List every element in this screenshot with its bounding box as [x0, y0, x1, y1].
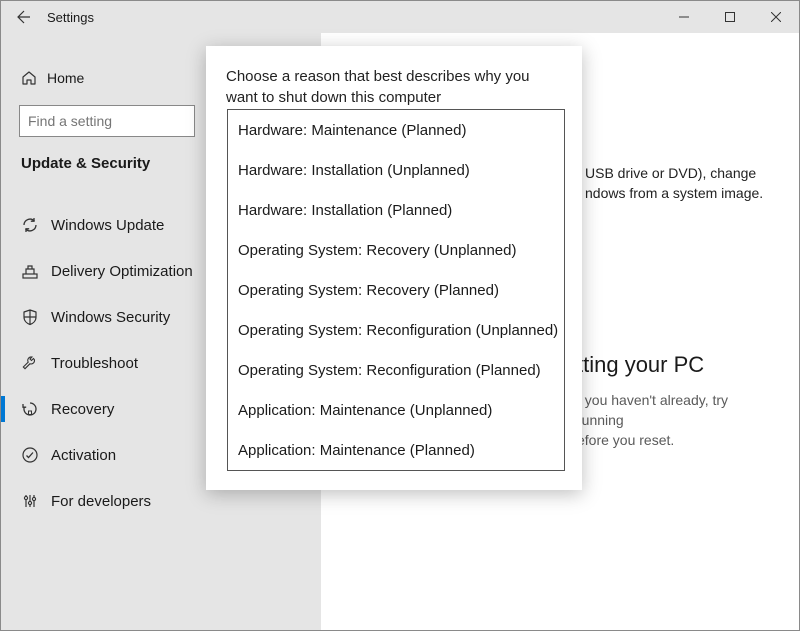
- nav-label: Activation: [51, 447, 116, 464]
- nav-label: Troubleshoot: [51, 355, 138, 372]
- reason-option[interactable]: Hardware: Maintenance (Planned): [228, 110, 564, 150]
- close-icon: [771, 12, 781, 22]
- search-input[interactable]: [19, 105, 195, 137]
- home-icon: [21, 70, 47, 86]
- reason-option[interactable]: Hardware: Installation (Unplanned): [228, 150, 564, 190]
- wrench-icon: [21, 354, 51, 372]
- dialog-prompt: Choose a reason that best describes why …: [226, 66, 562, 108]
- reason-option[interactable]: Operating System: Recovery (Planned): [228, 270, 564, 310]
- minimize-button[interactable]: [661, 1, 707, 33]
- shield-icon: [21, 308, 51, 326]
- main-text-fragment: USB drive or DVD), change: [585, 163, 775, 183]
- sync-icon: [21, 216, 51, 234]
- reason-option[interactable]: Application: Maintenance (Unplanned): [228, 390, 564, 430]
- nav-label: For developers: [51, 493, 151, 510]
- nav-label: Windows Security: [51, 309, 170, 326]
- main-sub-fragment: efore you reset.: [577, 430, 775, 450]
- window-title: Settings: [47, 10, 94, 25]
- main-sub-fragment: f you haven't already, try running: [577, 390, 775, 431]
- maximize-button[interactable]: [707, 1, 753, 33]
- back-button[interactable]: [1, 1, 47, 33]
- home-label: Home: [47, 70, 84, 86]
- nav-label: Delivery Optimization: [51, 263, 193, 280]
- reason-option[interactable]: Application: Maintenance (Planned): [228, 430, 564, 470]
- arrow-left-icon: [16, 9, 32, 25]
- reason-option[interactable]: Operating System: Reconfiguration (Unpla…: [228, 310, 564, 350]
- nav-label: Recovery: [51, 401, 114, 418]
- nav-label: Windows Update: [51, 217, 164, 234]
- delivery-icon: [21, 262, 51, 280]
- recovery-icon: [21, 400, 51, 418]
- reason-option[interactable]: Hardware: Installation (Planned): [228, 190, 564, 230]
- reason-option[interactable]: Operating System: Recovery (Unplanned): [228, 230, 564, 270]
- maximize-icon: [725, 12, 735, 22]
- close-button[interactable]: [753, 1, 799, 33]
- sliders-icon: [21, 492, 51, 510]
- title-bar: Settings: [1, 1, 799, 33]
- minimize-icon: [679, 12, 689, 22]
- main-text-fragment: ndows from a system image.: [585, 183, 775, 203]
- reason-listbox[interactable]: Hardware: Maintenance (Planned) Hardware…: [227, 109, 565, 471]
- check-circle-icon: [21, 446, 51, 464]
- reason-option[interactable]: Operating System: Reconfiguration (Plann…: [228, 350, 564, 390]
